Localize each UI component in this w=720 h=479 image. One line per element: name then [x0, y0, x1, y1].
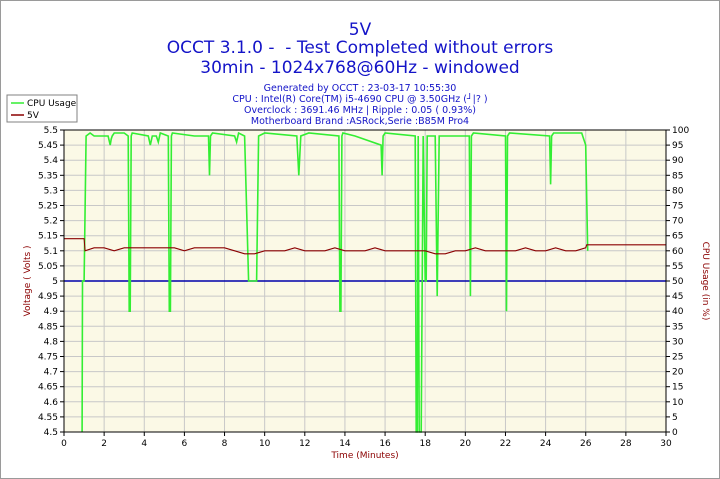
series-line-5v: [64, 238, 666, 255]
x-tick-label: 24: [540, 439, 552, 449]
legend-label-5v: 5V: [27, 111, 40, 121]
info-overclock: Overclock : 3691.46 MHz | Ripple : 0.05 …: [244, 105, 476, 116]
x-tick-label: 8: [222, 439, 228, 449]
y-tick-label: 4.95: [38, 292, 58, 302]
y2-tick-label: 60: [672, 247, 684, 257]
y2-tick-label: 25: [672, 353, 683, 363]
x-tick-label: 18: [419, 439, 431, 449]
y-axis-label: Voltage ( Volts ): [23, 245, 33, 316]
y-tick-label: 4.7: [44, 368, 58, 378]
y2-tick-label: 95: [672, 141, 683, 151]
y2-tick-label: 35: [672, 322, 683, 332]
y-tick-label: 5.15: [38, 232, 58, 242]
info-motherboard: Motherboard Brand :ASRock,Serie :B85M Pr…: [250, 116, 470, 127]
y-tick-label: 4.75: [38, 353, 58, 363]
y2-tick-label: 90: [672, 156, 684, 166]
ticks: 0 2 4 6 8 10 12 14 16 18 20 22 24 26 28 304.54.554.64.6…: [38, 126, 689, 449]
y-tick-label: 5.35: [38, 171, 58, 181]
x-axis-label: Time (Minutes): [330, 451, 398, 461]
x-tick-label: 30: [660, 439, 672, 449]
info-generated: Generated by OCCT : 23-03-17 10:55:30: [263, 83, 457, 94]
y2-tick-label: 20: [672, 368, 684, 378]
y2-tick-label: 55: [672, 262, 683, 272]
y2-tick-label: 40: [672, 307, 684, 317]
y-tick-label: 5.1: [44, 247, 58, 257]
y-tick-label: 5.25: [38, 202, 58, 212]
y2-tick-label: 75: [672, 202, 683, 212]
y-tick-label: 4.65: [38, 383, 58, 393]
legend: CPU Usage 5V: [6, 94, 78, 123]
y2-tick-label: 15: [672, 383, 683, 393]
y2-tick-label: 30: [672, 337, 684, 347]
series-line-cpu-usage: [81, 131, 589, 433]
y2-tick-label: 85: [672, 171, 683, 181]
x-tick-label: 4: [141, 439, 147, 449]
y2-axis-label: CPU Usage (in %): [700, 242, 710, 321]
y2-tick-label: 65: [672, 232, 683, 242]
y-tick-label: 4.9: [44, 307, 59, 317]
y-tick-label: 4.8: [44, 337, 59, 347]
y2-tick-label: 0: [672, 428, 678, 438]
y2-tick-label: 45: [672, 292, 683, 302]
x-tick-label: 28: [620, 439, 632, 449]
chart-subtitle-status: OCCT 3.1.0 - - Test Completed without er…: [166, 38, 554, 58]
x-tick-label: 16: [379, 439, 391, 449]
x-tick-label: 6: [182, 439, 188, 449]
x-tick-label: 22: [500, 439, 511, 449]
y-tick-label: 4.5: [44, 428, 58, 438]
legend-label-cpu-usage: CPU Usage: [27, 99, 77, 109]
x-tick-label: 10: [259, 439, 271, 449]
y-tick-label: 4.55: [38, 413, 58, 423]
y2-tick-label: 70: [672, 217, 684, 227]
x-tick-label: 26: [580, 439, 592, 449]
info-cpu: CPU : Intel(R) Core(TM) i5-4690 CPU @ 3.…: [232, 94, 488, 105]
y2-tick-label: 10: [672, 398, 684, 408]
y-tick-label: 5.5: [44, 126, 58, 136]
y-tick-label: 5.4: [44, 156, 59, 166]
y2-tick-label: 50: [672, 277, 684, 287]
series-layer: [64, 131, 666, 433]
x-tick-label: 20: [460, 439, 472, 449]
y2-tick-label: 100: [672, 126, 689, 136]
y2-tick-label: 5: [672, 413, 678, 423]
y2-tick-label: 80: [672, 186, 684, 196]
chart-title: 5V: [348, 20, 372, 40]
y-tick-label: 5.05: [38, 262, 58, 272]
x-tick-label: 2: [101, 439, 107, 449]
x-tick-label: 12: [299, 439, 310, 449]
y-tick-label: 5.45: [38, 141, 58, 151]
legend-box: [6, 94, 78, 123]
y-tick-label: 5.2: [44, 217, 58, 227]
y-tick-label: 5.3: [44, 186, 58, 196]
y-tick-label: 5: [52, 277, 58, 287]
y-tick-label: 4.6: [44, 398, 59, 408]
y-tick-label: 4.85: [38, 322, 58, 332]
chart-subtitle-config: 30min - 1024x768@60Hz - windowed: [200, 58, 520, 78]
x-tick-label: 0: [61, 439, 67, 449]
x-tick-label: 14: [339, 439, 351, 449]
